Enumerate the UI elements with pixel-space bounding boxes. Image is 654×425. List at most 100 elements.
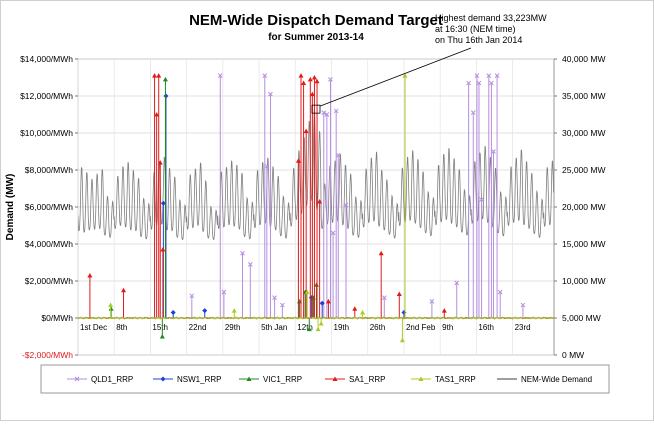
price-point xyxy=(486,73,492,79)
annotation-line-2: at 16:30 (NEM time) xyxy=(435,24,516,34)
price-point xyxy=(159,334,165,339)
price-point xyxy=(156,73,162,78)
price-point xyxy=(491,149,496,154)
price-point xyxy=(321,110,327,116)
peak-marker-box xyxy=(311,104,321,114)
price-point xyxy=(314,78,320,84)
price-point xyxy=(429,298,435,304)
price-point xyxy=(160,200,166,206)
x-axis: 1st Dec 8th 15th 22nd 29th 5th Jan 12th 19th 26t… xyxy=(80,323,531,332)
price-point xyxy=(470,110,476,116)
price-point xyxy=(333,108,339,114)
y-right-tick-label: 40,000 MW xyxy=(562,54,605,64)
price-point xyxy=(272,295,277,301)
annotation-line-1: Highest demand 33,223MW xyxy=(435,13,547,23)
legend-label: NSW1_RRP xyxy=(177,375,221,384)
legend-item-nem-wide-demand: NEM-Wide Demand xyxy=(497,375,592,384)
price-point xyxy=(489,80,494,86)
y-axis-left: -$2,000/MWh $0/MWh $2,000/MWh $4,000/MWh $6,… xyxy=(20,54,78,360)
series-nem-wide-demand xyxy=(78,110,554,240)
legend-marker xyxy=(74,376,80,382)
y-left-tick-label: $8,000/MWh xyxy=(25,165,73,175)
chart-title: NEM-Wide Dispatch Demand Target xyxy=(189,12,443,29)
price-point xyxy=(315,326,321,332)
x-tick-label: 5th Jan xyxy=(261,323,287,332)
price-point xyxy=(309,91,315,97)
price-point xyxy=(454,280,460,286)
legend-item-qld1-rrp: QLD1_RRP xyxy=(67,375,133,384)
legend-marker xyxy=(246,376,252,381)
legend-item-tas1-rrp: TAS1_RRP xyxy=(411,375,476,384)
price-point xyxy=(494,73,500,79)
x-tick-label: 15th xyxy=(152,323,168,332)
x-tick-label: 8th xyxy=(116,323,127,332)
price-point xyxy=(262,73,268,79)
y-left-tick-label: -$2,000/MWh xyxy=(22,350,73,360)
legend-label: NEM-Wide Demand xyxy=(521,375,592,384)
price-point xyxy=(162,76,168,82)
price-point xyxy=(441,308,447,313)
y-left-tick-label: $6,000/MWh xyxy=(25,202,73,212)
price-point xyxy=(189,293,195,299)
x-tick-label: 23rd xyxy=(515,323,531,332)
price-point xyxy=(399,337,405,343)
legend-marker xyxy=(332,376,338,381)
peak-annotation: Highest demand 33,223MW at 16:30 (NEM ti… xyxy=(311,13,547,114)
price-point xyxy=(247,261,253,267)
y-left-tick-label: $0/MWh xyxy=(41,313,73,323)
x-tick-label: 2nd Feb xyxy=(406,323,436,332)
price-point xyxy=(87,272,93,278)
series-baseline xyxy=(78,316,554,320)
price-point xyxy=(311,75,317,80)
price-point xyxy=(264,163,270,169)
price-point xyxy=(221,289,227,295)
x-tick-label: 9th xyxy=(442,323,453,332)
peak-callout-line xyxy=(319,47,472,107)
price-point xyxy=(325,298,331,304)
price-point xyxy=(217,73,223,79)
price-point xyxy=(396,291,402,296)
price-point xyxy=(317,198,323,204)
price-point xyxy=(328,76,333,82)
y-axis-right: 0 MW 5,000 MW 10,000 MW 15,000 MW 20,000 MW 2… xyxy=(554,54,605,360)
legend-label: QLD1_RRP xyxy=(91,375,133,384)
y-right-tick-label: 20,000 MW xyxy=(562,202,605,212)
x-tick-label: 1st Dec xyxy=(80,323,107,332)
price-point xyxy=(497,289,503,295)
price-point xyxy=(476,80,482,86)
price-point xyxy=(306,326,312,332)
price-point xyxy=(381,295,387,301)
price-point xyxy=(160,247,166,252)
price-point xyxy=(280,302,285,308)
legend: QLD1_RRP NSW1_RRP VIC1_RRP SA1_RRP TAS1_RRP N… xyxy=(67,375,592,384)
price-point xyxy=(163,93,169,99)
y-left-tick-label: $2,000/MWh xyxy=(25,276,73,286)
price-point xyxy=(307,76,313,82)
legend-label: SA1_RRP xyxy=(349,375,385,384)
price-point xyxy=(520,302,526,308)
price-point xyxy=(318,321,324,326)
price-point xyxy=(378,250,384,256)
price-point xyxy=(479,197,484,202)
price-point xyxy=(202,308,208,314)
legend-label: VIC1_RRP xyxy=(263,375,302,384)
price-point xyxy=(474,73,480,79)
price-point xyxy=(240,250,245,256)
price-point xyxy=(360,309,366,315)
series-sa1-rrp xyxy=(78,73,554,320)
x-tick-label: 26th xyxy=(370,323,386,332)
x-tick-label: 19th xyxy=(334,323,350,332)
x-tick-label: 12th xyxy=(297,323,313,332)
y-right-tick-label: 5,000 MW xyxy=(562,313,601,323)
price-point xyxy=(154,112,160,117)
y-right-tick-label: 30,000 MW xyxy=(562,128,605,138)
y-axis-title: Demand (MW) xyxy=(5,174,16,241)
x-tick-label: 29th xyxy=(225,323,241,332)
price-point xyxy=(298,73,304,78)
price-point xyxy=(231,308,237,313)
y-right-tick-label: 0 MW xyxy=(562,350,584,360)
chart-subtitle: for Summer 2013-14 xyxy=(268,32,364,43)
price-point xyxy=(314,282,320,287)
x-tick-label: 16th xyxy=(478,323,494,332)
